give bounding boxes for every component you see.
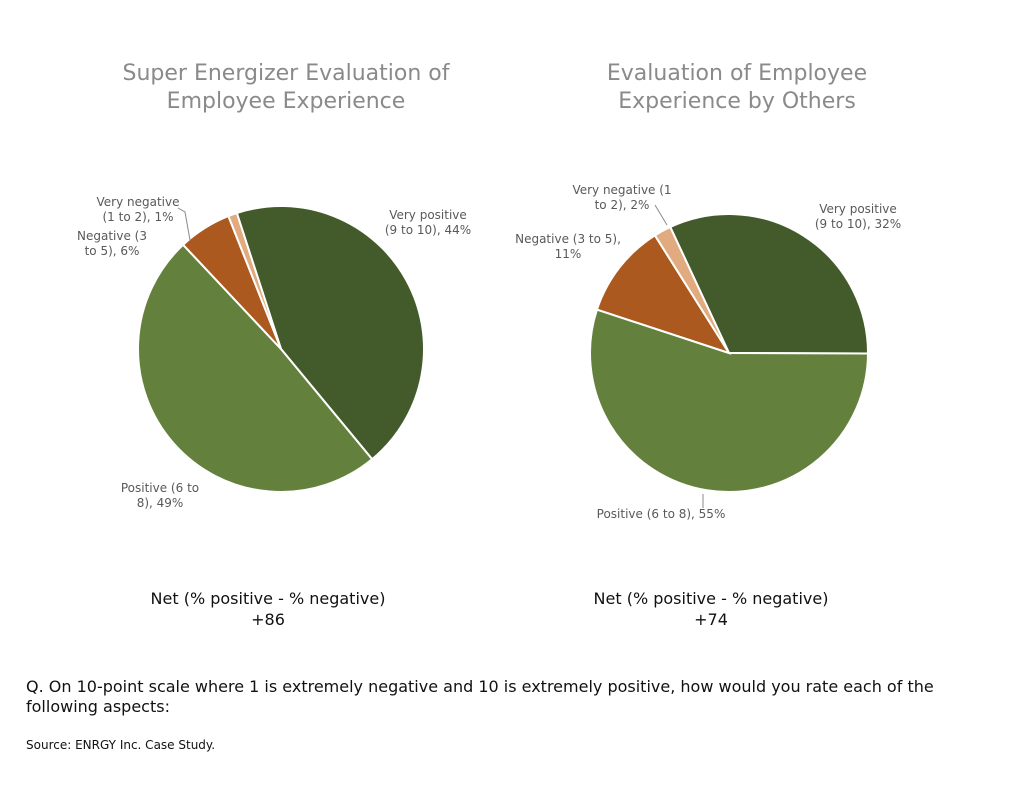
- pie-data-label-line: Negative (3: [77, 229, 147, 243]
- pie-data-label-line: (9 to 10), 44%: [385, 223, 471, 237]
- left-net-value: +86: [251, 610, 285, 629]
- pie-data-label-line: Positive (6 to: [121, 481, 199, 495]
- pie-data-label-line: (9 to 10), 32%: [815, 217, 901, 231]
- label-leader-line: [177, 207, 191, 241]
- pie-slice-very-positive-9-to-10: [235, 205, 425, 461]
- pie-data-label-line: (1 to 2), 1%: [103, 210, 174, 224]
- pie-data-label: Very positive (9 to 10), 32%: [815, 202, 901, 231]
- pie-data-label: Very negative (1 to 2), 1%: [97, 195, 180, 224]
- pie-data-label-line: Very negative: [97, 195, 180, 209]
- right-net-score: Net (% positive - % negative) +74: [541, 588, 881, 630]
- pie-slice-very-negative-1-to-2: [227, 211, 282, 350]
- left-chart-title: Super Energizer Evaluation of Employee E…: [76, 60, 496, 116]
- pie-data-label-line: Negative (3 to 5),: [515, 232, 621, 246]
- left-net-label: Net (% positive - % negative): [150, 589, 386, 608]
- pie-data-label-line: 11%: [555, 247, 582, 261]
- pie-data-label: Very negative (1 to 2), 2%: [572, 183, 671, 212]
- source-note: Source: ENRGY Inc. Case Study.: [26, 738, 216, 752]
- right-chart-title-line-1: Evaluation of Employee: [606, 61, 868, 86]
- pie-data-label-line: to 2), 2%: [595, 198, 650, 212]
- pie-data-label-line: 8), 49%: [137, 496, 184, 510]
- pie-data-label-line: to 5), 6%: [85, 244, 140, 258]
- left-chart-title-line-1: Super Energizer Evaluation of: [122, 61, 450, 86]
- pie-slice-positive-6-to-8: [589, 308, 870, 493]
- label-leader-line: [654, 204, 668, 226]
- left-net-score: Net (% positive - % negative) +86: [98, 588, 438, 630]
- right-net-value: +74: [694, 610, 728, 629]
- pie-data-label: Very positive (9 to 10), 44%: [385, 208, 471, 237]
- pie-slice-negative-3-to-5: [595, 233, 732, 355]
- pie-slice-very-positive-9-to-10: [668, 213, 869, 355]
- pie-chart-1: Very positive (9 to 10), 44% Positive (6 t…: [77, 195, 471, 510]
- pie-data-label-line: Positive (6 to 8), 55%: [597, 507, 726, 521]
- right-chart-title: Evaluation of Employee Experience by Oth…: [527, 60, 947, 116]
- right-chart-title-line-2: Experience by Others: [618, 89, 856, 114]
- pie-data-label: Negative (3 to 5), 6%: [77, 229, 147, 258]
- pie-data-label-line: Very positive: [389, 208, 467, 222]
- right-net-label: Net (% positive - % negative): [593, 589, 829, 608]
- pie-data-label-line: Very negative (1: [572, 183, 671, 197]
- survey-question: Q. On 10-point scale where 1 is extremel…: [26, 677, 934, 716]
- pie-data-label: Negative (3 to 5), 11%: [515, 232, 621, 261]
- pie-data-label: Positive (6 to 8), 55%: [597, 507, 726, 521]
- pie-chart-2: Very positive (9 to 10), 32% Positive (6 t…: [515, 183, 901, 521]
- pie-data-label: Positive (6 to 8), 49%: [121, 481, 199, 510]
- pie-slice-positive-6-to-8: [137, 243, 374, 493]
- left-chart-title-line-2: Employee Experience: [166, 89, 406, 114]
- pie-slice-very-negative-1-to-2: [653, 225, 730, 354]
- pie-data-label-line: Very positive: [819, 202, 897, 216]
